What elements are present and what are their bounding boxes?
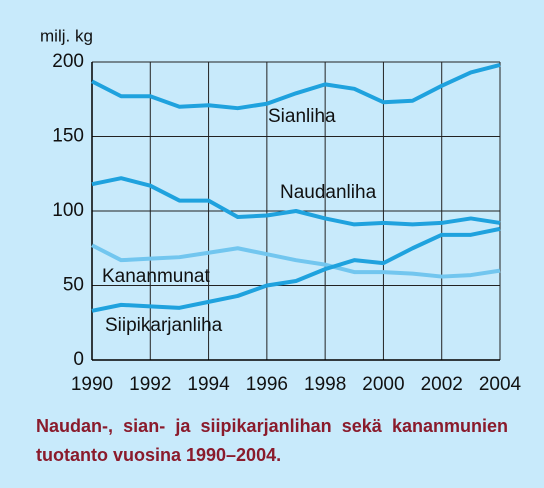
series-label: Sianliha bbox=[268, 106, 336, 127]
y-tick-label: 50 bbox=[63, 275, 84, 296]
caption: Naudan-, sian- ja siipikarjanlihan sekä … bbox=[36, 416, 508, 465]
y-tick-label: 200 bbox=[52, 51, 84, 72]
x-tick-label: 1992 bbox=[129, 374, 171, 395]
y-tick-label: 0 bbox=[73, 349, 84, 370]
x-tick-label: 1998 bbox=[304, 374, 346, 395]
x-tick-label: 2000 bbox=[362, 374, 404, 395]
y-axis-label: milj. kg bbox=[40, 26, 93, 45]
series-line bbox=[91, 226, 501, 313]
series-line bbox=[91, 176, 501, 227]
series-label: Naudanliha bbox=[280, 182, 377, 203]
y-tick-label: 150 bbox=[52, 126, 84, 147]
x-tick-label: 1996 bbox=[246, 374, 288, 395]
x-tick-label: 1990 bbox=[71, 374, 113, 395]
x-tick-label: 1994 bbox=[187, 374, 230, 395]
chart: milj. kg 0 50 100 150 200 1990 1992 1994 1996 199… bbox=[40, 26, 522, 395]
series-line bbox=[91, 63, 501, 111]
series-label: Kananmunat bbox=[102, 266, 210, 287]
x-tick-label: 2004 bbox=[479, 374, 522, 395]
series-line bbox=[91, 243, 501, 279]
y-tick-label: 100 bbox=[52, 200, 84, 221]
series-label: Siipikarjanliha bbox=[105, 315, 223, 336]
x-tick-label: 2002 bbox=[421, 374, 463, 395]
